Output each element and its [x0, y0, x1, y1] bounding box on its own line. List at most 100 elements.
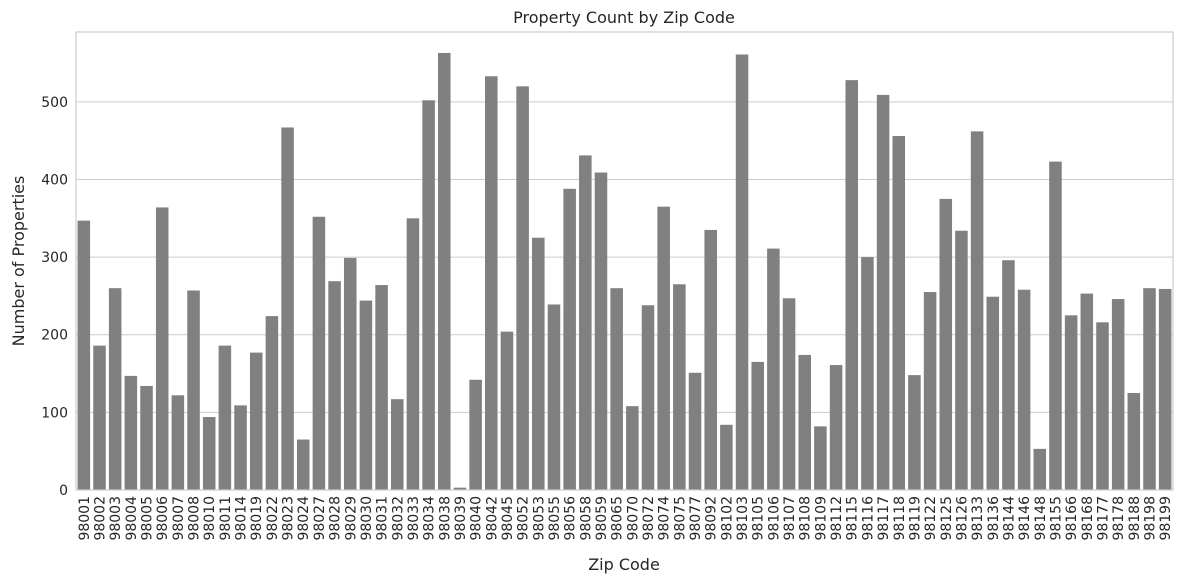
x-tick-label: 98177 — [1095, 496, 1111, 541]
x-tick-label: 98136 — [986, 496, 1002, 541]
x-tick-label: 98022 — [265, 496, 281, 541]
x-tick-label: 98107 — [782, 496, 798, 541]
bar-98109 — [814, 426, 827, 490]
x-tick-label: 98103 — [735, 496, 751, 541]
bar-98022 — [265, 316, 279, 490]
bar-98126 — [955, 230, 968, 491]
x-tick-label: 98059 — [594, 496, 610, 541]
bar-98106 — [767, 248, 780, 490]
bar-98074 — [657, 206, 670, 490]
x-tick-label: 98092 — [704, 496, 720, 541]
bar-98027 — [312, 216, 326, 490]
y-axis-label: Number of Properties — [9, 176, 28, 347]
chart-title: Property Count by Zip Code — [513, 8, 735, 27]
x-tick-label: 98119 — [907, 496, 923, 541]
x-tick-label: 98178 — [1111, 496, 1127, 541]
x-tick-label: 98065 — [610, 496, 626, 541]
bar-98010 — [202, 417, 216, 490]
y-tick-label: 500 — [41, 95, 68, 111]
bar-98115 — [845, 80, 859, 490]
x-tick-label: 98028 — [328, 496, 344, 541]
bar-98059 — [594, 172, 608, 491]
bar-98168 — [1080, 293, 1094, 490]
bar-98107 — [782, 298, 796, 490]
x-tick-label: 98040 — [469, 496, 485, 541]
bar-98118 — [892, 136, 906, 491]
bar-98033 — [406, 218, 420, 490]
x-tick-label: 98109 — [813, 496, 829, 541]
bar-98102 — [720, 424, 733, 490]
x-tick-label: 98053 — [531, 496, 547, 541]
bar-98040 — [469, 379, 482, 490]
bar-98056 — [563, 188, 576, 491]
y-tick-labels: 0 100 200 300 400 500 — [41, 95, 68, 499]
bar-98117 — [876, 94, 890, 491]
x-tick-label: 98019 — [249, 496, 265, 541]
x-tick-label: 98166 — [1064, 496, 1080, 541]
bar-98199 — [1158, 288, 1172, 490]
x-tick-label: 98115 — [845, 496, 861, 541]
x-tick-label: 98074 — [657, 496, 673, 541]
x-tick-label: 98052 — [516, 496, 532, 541]
x-tick-label: 98007 — [171, 496, 187, 541]
x-tick-label: 98031 — [375, 496, 391, 541]
x-tick-label: 98002 — [93, 496, 109, 541]
x-tick-label: 98155 — [1048, 496, 1064, 541]
bar-98003 — [108, 288, 122, 490]
x-tick-label: 98008 — [187, 496, 203, 541]
x-tick-label: 98199 — [1158, 496, 1174, 541]
x-tick-label: 98056 — [563, 496, 579, 541]
x-tick-label: 98001 — [77, 496, 93, 541]
x-tick-label: 98188 — [1127, 496, 1143, 541]
x-tick-label: 98117 — [876, 496, 892, 541]
x-tick-label: 98144 — [1001, 496, 1017, 541]
x-tick-label: 98070 — [625, 496, 641, 541]
x-tick-label: 98027 — [312, 496, 328, 541]
bar-98031 — [375, 285, 388, 490]
x-tick-label: 98004 — [124, 496, 140, 541]
y-tick-label: 100 — [41, 405, 68, 421]
x-tick-label: 98118 — [892, 496, 908, 541]
bar-98001 — [77, 220, 91, 490]
bar-98103 — [735, 54, 749, 490]
x-tick-label: 98146 — [1017, 496, 1033, 541]
x-tick-label: 98042 — [484, 496, 500, 541]
x-tick-label: 98072 — [641, 496, 657, 541]
x-tick-label: 98034 — [422, 496, 438, 541]
bar-98053 — [532, 237, 545, 490]
x-tick-label: 98045 — [500, 496, 516, 541]
y-tick-label: 300 — [41, 250, 68, 266]
x-tick-label: 98010 — [202, 496, 218, 541]
x-tick-label: 98005 — [140, 496, 156, 541]
bar-98002 — [93, 345, 106, 490]
bar-98188 — [1127, 392, 1141, 490]
x-tick-label: 98058 — [578, 496, 594, 541]
bar-98005 — [140, 385, 153, 490]
bar-98146 — [1017, 289, 1031, 490]
bar-98014 — [234, 405, 247, 490]
x-tick-label: 98105 — [751, 496, 767, 541]
x-tick-label: 98055 — [547, 496, 563, 541]
bar-98075 — [673, 284, 686, 490]
bar-98029 — [343, 257, 357, 490]
bars — [77, 52, 1172, 491]
x-tick-label: 98112 — [829, 496, 845, 541]
bar-98125 — [939, 198, 953, 490]
bar-98092 — [704, 229, 717, 490]
bar-98032 — [390, 399, 404, 490]
x-tick-label: 98023 — [281, 496, 297, 541]
bar-98008 — [187, 290, 200, 490]
x-tick-label: 98116 — [860, 496, 876, 541]
x-tick-label: 98077 — [688, 496, 704, 541]
x-tick-label: 98108 — [798, 496, 814, 541]
y-tick-label: 200 — [41, 328, 68, 344]
bar-98023 — [281, 127, 294, 490]
bar-98019 — [249, 352, 263, 490]
bar-98024 — [296, 439, 310, 490]
bar-98144 — [1002, 260, 1015, 490]
x-tick-label: 98032 — [390, 496, 406, 541]
x-axis-label: Zip Code — [588, 555, 660, 574]
x-tick-label: 98148 — [1033, 496, 1049, 541]
x-tick-labels: 98001 98002 98003 98004 98005 98006 98007 98008… — [77, 496, 1174, 541]
